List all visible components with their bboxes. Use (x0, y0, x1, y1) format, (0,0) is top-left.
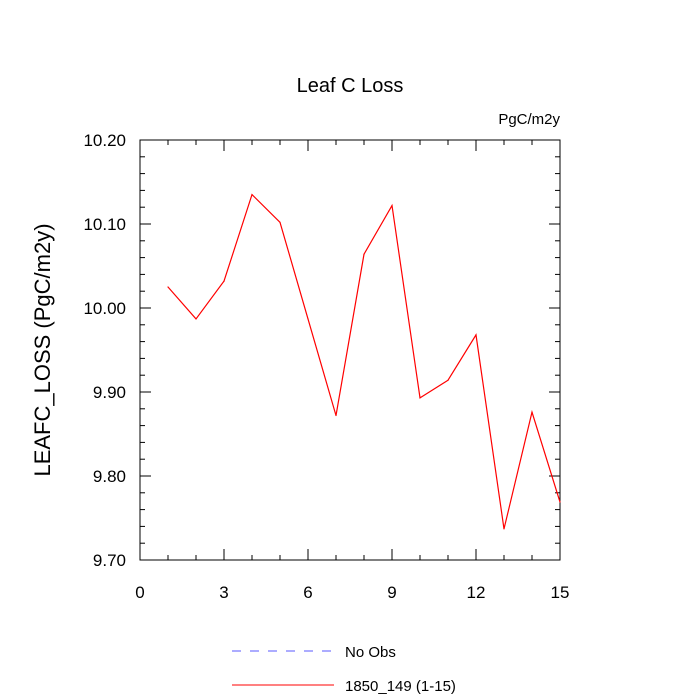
series-layer (167, 193, 561, 530)
x-tick-label: 6 (303, 583, 312, 602)
chart-title: Leaf C Loss (297, 75, 404, 97)
x-tick-label: 9 (387, 583, 396, 602)
data-point (503, 528, 505, 530)
data-point (363, 253, 365, 255)
y-tick-label: 10.20 (83, 131, 126, 150)
data-point (419, 397, 421, 399)
data-point (279, 221, 281, 223)
y-axis-label: LEAFC_LOSS (PgC/m2y) (30, 223, 55, 476)
plot-frame (139, 139, 561, 561)
legend: No Obs 1850_149 (1-15) (232, 644, 456, 695)
y-axis: 9.70 9.80 9.90 10.00 10.10 10.20 (83, 131, 560, 570)
units-label: PgC/m2y (498, 111, 560, 128)
data-point (447, 379, 449, 381)
series-line (167, 193, 561, 530)
x-axis: 0 3 6 9 12 15 (135, 140, 569, 602)
data-point (251, 194, 253, 196)
data-point (475, 334, 477, 336)
data-point (223, 280, 225, 282)
data-point (307, 318, 309, 320)
data-point (391, 204, 393, 207)
legend-label: 1850_149 (1-15) (345, 678, 456, 695)
y-tick-label: 10.00 (83, 299, 126, 318)
x-tick-label: 3 (219, 583, 228, 602)
x-tick-label: 12 (467, 583, 486, 602)
y-tick-label: 9.90 (93, 383, 126, 402)
legend-label: No Obs (345, 644, 396, 661)
y-tick-label: 9.80 (93, 467, 126, 486)
y-tick-label: 10.10 (83, 215, 126, 234)
data-point (167, 286, 169, 288)
data-point (335, 414, 337, 417)
y-tick-label: 9.70 (93, 551, 126, 570)
x-tick-label: 0 (135, 583, 144, 602)
data-point (195, 318, 197, 320)
data-point (531, 411, 533, 413)
data-point (559, 501, 561, 503)
x-tick-label: 15 (551, 583, 570, 602)
